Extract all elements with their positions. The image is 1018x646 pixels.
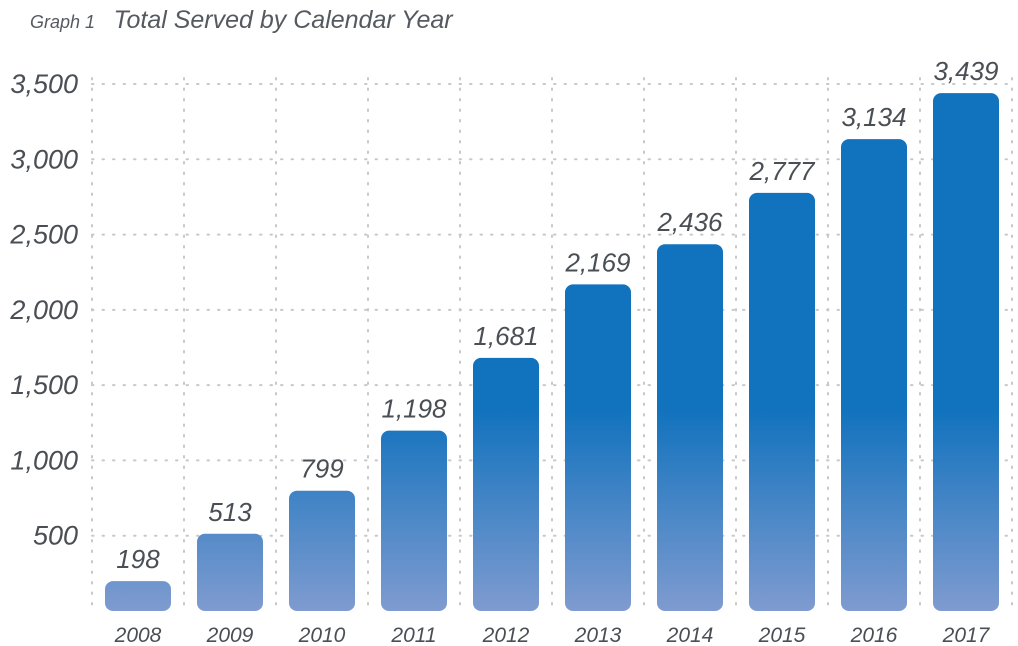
- data-label-2013: 2,169: [564, 247, 630, 277]
- data-label-2016: 3,134: [841, 102, 906, 132]
- bar-2014: [657, 244, 723, 611]
- bar-2017: [933, 93, 999, 611]
- bar-2012: [473, 357, 539, 611]
- data-label-2012: 1,681: [473, 321, 538, 351]
- x-tick-label: 2017: [942, 624, 991, 646]
- bars: [105, 93, 999, 612]
- x-tick-label: 2011: [390, 624, 436, 646]
- bar-2016: [841, 139, 907, 612]
- y-tick-label: 2,000: [9, 295, 78, 325]
- data-label-2017: 3,439: [933, 56, 998, 86]
- x-tick-label: 2012: [482, 624, 530, 646]
- data-label-2015: 2,777: [748, 156, 816, 186]
- x-axis: 2008 2009 2010 2011 2012 2013 2014 2015 2016 2017: [114, 624, 991, 646]
- y-tick-label: 3,500: [10, 69, 78, 99]
- chart-title-row: Graph 1 Total Served by Calendar Year: [30, 6, 453, 42]
- y-tick-label: 1,000: [10, 445, 78, 475]
- bar-2010: [289, 490, 355, 611]
- data-label-2009: 513: [208, 497, 252, 527]
- x-tick-label: 2015: [758, 624, 806, 646]
- bar-2008: [105, 581, 171, 611]
- chart-title: Total Served by Calendar Year: [113, 6, 453, 34]
- y-tick-label: 3,000: [10, 144, 78, 174]
- y-tick-label: 500: [33, 521, 78, 551]
- x-tick-label: 2010: [298, 624, 346, 646]
- bar-2013: [565, 284, 631, 611]
- x-tick-label: 2013: [574, 624, 622, 646]
- x-tick-label: 2016: [850, 624, 898, 646]
- bar-2011: [381, 430, 447, 611]
- x-tick-label: 2014: [666, 624, 714, 646]
- bar-2015: [749, 192, 815, 611]
- y-tick-label: 2,500: [9, 220, 78, 250]
- data-label-2008: 198: [116, 544, 160, 574]
- x-tick-label: 2008: [114, 624, 162, 646]
- bar-2009: [197, 533, 263, 611]
- y-tick-label: 1,500: [10, 370, 78, 400]
- graph-label: Graph 1: [30, 12, 96, 32]
- x-tick-label: 2009: [206, 624, 254, 646]
- data-labels: 198 513 799 1,198 1,681 2,169 2,436 2,777 3,134 3…: [116, 56, 998, 574]
- y-axis: 500 1,000 1,500 2,000 2,500 3,000 3,500: [9, 69, 78, 551]
- data-label-2014: 2,436: [656, 207, 723, 237]
- data-label-2010: 799: [300, 454, 343, 484]
- data-label-2011: 1,198: [381, 394, 447, 424]
